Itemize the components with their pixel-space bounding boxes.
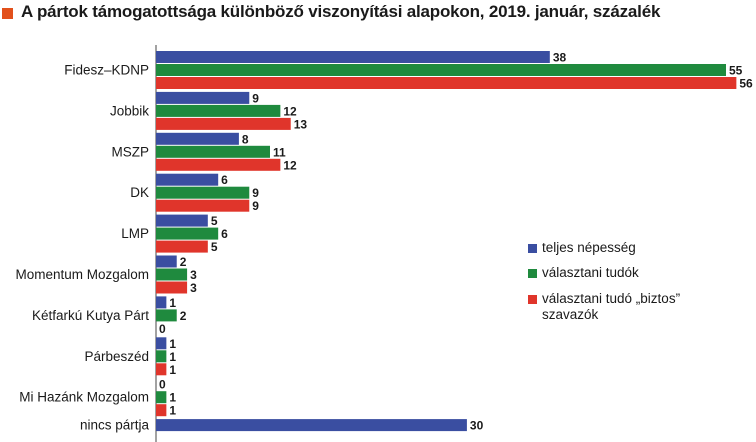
legend: teljes népesség választani tudók választan… [528,240,680,322]
legend-swatch-series-2 [528,269,537,278]
value-label-parbeszed-series-1: 1 [169,337,176,351]
legend-label-series-3: választani tudó „biztos” szavazók [542,291,680,322]
value-label-ketfarku-kutya-part-series-2: 2 [180,309,187,323]
value-label-mszp-series-3: 12 [283,158,297,172]
category-label-dk: DK [130,185,149,200]
bar-fidesz-kdnp-series-2 [156,64,726,76]
category-label-momentum-mozgalom: Momentum Mozgalom [15,267,149,282]
bar-lmp-series-2 [156,227,219,240]
value-label-parbeszed-series-3: 1 [169,363,176,377]
bar-mszp-series-2 [156,145,270,158]
bar-parbeszed-series-1 [156,337,167,350]
value-label-jobbik-series-2: 12 [283,104,297,118]
value-label-momentum-mozgalom-series-3: 3 [190,281,197,295]
bar-mszp-series-3 [156,158,281,171]
bar-dk-series-3 [156,199,250,212]
category-label-nincs-partja: nincs pártja [80,418,150,433]
bar-momentum-mozgalom-series-3 [156,281,188,294]
legend-swatch-series-3 [528,295,537,304]
chart-header: A pártok támogatottsága különböző viszon… [0,0,756,26]
value-label-mi-hazank-mozgalom-series-3: 1 [169,404,176,418]
value-label-mszp-series-1: 8 [242,132,249,146]
value-label-fidesz-kdnp-series-3: 56 [739,77,753,91]
bar-jobbik-series-1 [156,91,250,104]
value-label-dk-series-2: 9 [252,186,259,200]
bar-nincs-partja-series-1 [156,419,467,432]
value-label-parbeszed-series-2: 1 [169,350,176,364]
bar-dk-series-1 [156,173,219,186]
bar-lmp-series-1 [156,214,208,227]
bar-jobbik-series-3 [156,117,291,130]
value-label-lmp-series-1: 5 [211,214,218,228]
bar-parbeszed-series-2 [156,350,167,363]
value-label-momentum-mozgalom-series-1: 2 [180,255,187,269]
bar-fidesz-kdnp-series-3 [156,77,737,89]
bar-lmp-series-3 [156,240,208,253]
value-label-jobbik-series-1: 9 [252,91,259,105]
bar-dk-series-2 [156,186,250,199]
value-label-lmp-series-3: 5 [211,240,218,254]
category-label-jobbik: Jobbik [110,103,149,118]
bar-fidesz-kdnp-series-1 [156,51,550,63]
bar-mi-hazank-mozgalom-series-2 [156,391,167,404]
category-label-mszp: MSZP [111,144,149,159]
category-label-ketfarku-kutya-part: Kétfarkú Kutya Párt [32,308,149,323]
value-label-fidesz-kdnp-series-2: 55 [729,64,743,78]
value-label-jobbik-series-3: 13 [294,117,308,131]
legend-label-series-2: választani tudók [542,265,639,280]
category-label-fidesz-kdnp: Fidesz–KDNP [64,63,149,78]
value-label-ketfarku-kutya-part-series-1: 1 [169,296,176,310]
category-label-lmp: LMP [121,226,149,241]
legend-swatch-series-1 [528,244,537,253]
bar-momentum-mozgalom-series-1 [156,255,177,268]
bar-ketfarku-kutya-part-series-1 [156,296,167,309]
value-label-mi-hazank-mozgalom-series-1: 0 [159,378,166,392]
value-label-nincs-partja-series-1: 30 [470,419,484,433]
bar-ketfarku-kutya-part-series-2 [156,309,177,322]
bar-mi-hazank-mozgalom-series-3 [156,404,167,417]
chart-title: A pártok támogatottsága különböző viszon… [21,2,661,21]
category-label-parbeszed: Párbeszéd [84,349,149,364]
bar-momentum-mozgalom-series-2 [156,268,188,281]
value-label-fidesz-kdnp-series-1: 38 [553,51,567,65]
value-label-dk-series-1: 6 [221,173,228,187]
category-label-mi-hazank-mozgalom: Mi Hazánk Mozgalom [19,390,149,405]
value-label-mi-hazank-mozgalom-series-2: 1 [169,391,176,405]
bar-jobbik-series-2 [156,104,281,117]
bar-mszp-series-1 [156,132,239,145]
header-accent-square [2,8,13,19]
plot-area: Fidesz–KDNP385556Jobbik91213MSZP81112DK6… [15,45,753,442]
legend-label-series-1: teljes népesség [542,240,636,255]
value-label-mszp-series-2: 11 [273,145,286,159]
bar-parbeszed-series-3 [156,363,167,376]
value-label-lmp-series-2: 6 [221,227,228,241]
value-label-ketfarku-kutya-part-series-3: 0 [159,322,166,336]
value-label-momentum-mozgalom-series-2: 3 [190,268,197,282]
value-label-dk-series-3: 9 [252,199,259,213]
